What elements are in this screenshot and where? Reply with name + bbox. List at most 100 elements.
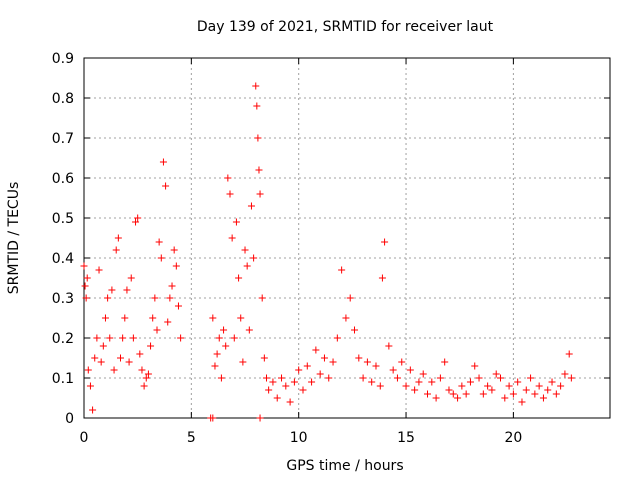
data-point: [449, 390, 457, 398]
data-point: [342, 314, 350, 322]
data-point: [256, 190, 264, 198]
y-tick-label: 0.7: [52, 131, 74, 147]
x-tick-label: 0: [80, 430, 89, 446]
data-point: [299, 386, 307, 394]
data-point: [312, 346, 320, 354]
data-point: [164, 318, 172, 326]
data-point: [278, 374, 286, 382]
y-tick-label: 0.4: [52, 251, 74, 267]
data-point: [527, 374, 535, 382]
data-point: [316, 370, 324, 378]
data-point: [269, 378, 277, 386]
chart-title: Day 139 of 2021, SRMTID for receiver lau…: [197, 19, 494, 35]
data-point: [282, 382, 290, 390]
data-point: [514, 378, 522, 386]
data-point: [428, 378, 436, 386]
data-point: [93, 334, 101, 342]
data-point: [101, 314, 109, 322]
data-point: [241, 246, 249, 254]
data-point: [265, 386, 273, 394]
grid-lines: [84, 58, 610, 418]
data-point: [509, 390, 517, 398]
data-point: [151, 294, 159, 302]
data-point: [142, 374, 150, 382]
data-point: [368, 378, 376, 386]
data-point: [393, 374, 401, 382]
data-point: [454, 394, 462, 402]
data-point: [86, 382, 94, 390]
data-point: [411, 386, 419, 394]
data-point: [140, 382, 148, 390]
y-tick-label: 0.8: [52, 91, 74, 107]
x-tick-label: 10: [290, 430, 308, 446]
data-point: [254, 134, 262, 142]
data-point: [166, 294, 174, 302]
data-point: [239, 358, 247, 366]
data-point: [159, 158, 167, 166]
data-point: [522, 386, 530, 394]
data-point: [308, 378, 316, 386]
data-point: [501, 394, 509, 402]
data-point: [222, 342, 230, 350]
data-point: [346, 294, 354, 302]
data-point: [256, 414, 264, 422]
data-point: [303, 362, 311, 370]
data-point: [273, 394, 281, 402]
data-point: [561, 370, 569, 378]
data-point: [134, 214, 142, 222]
data-point: [172, 262, 180, 270]
data-point: [295, 366, 303, 374]
data-point: [376, 382, 384, 390]
data-point: [91, 354, 99, 362]
data-point: [253, 102, 261, 110]
y-tick-label: 0.5: [52, 211, 74, 227]
data-point: [224, 174, 232, 182]
data-point: [351, 326, 359, 334]
data-point: [247, 202, 255, 210]
data-point: [108, 286, 116, 294]
data-point: [338, 266, 346, 274]
data-point: [531, 390, 539, 398]
data-point: [557, 382, 565, 390]
data-point: [475, 374, 483, 382]
data-point: [329, 358, 337, 366]
data-point: [230, 334, 238, 342]
x-axis-label: GPS time / hours: [286, 458, 403, 474]
data-point: [333, 334, 341, 342]
data-point: [385, 342, 393, 350]
data-point: [389, 366, 397, 374]
data-point: [497, 374, 505, 382]
data-point: [565, 350, 573, 358]
data-point: [359, 374, 367, 382]
data-point: [83, 274, 91, 282]
data-point: [458, 382, 466, 390]
data-point: [286, 398, 294, 406]
data-point: [518, 398, 526, 406]
data-point: [424, 390, 432, 398]
data-point: [99, 342, 107, 350]
data-point: [505, 382, 513, 390]
y-axis-label: SRMTID / TECUs: [6, 182, 22, 295]
x-tick-label: 15: [397, 430, 415, 446]
data-point: [127, 274, 135, 282]
y-tick-label: 0.2: [52, 331, 74, 347]
data-point: [488, 386, 496, 394]
data-point: [484, 382, 492, 390]
data-point: [155, 238, 163, 246]
data-point: [325, 374, 333, 382]
data-point: [84, 366, 92, 374]
data-point: [213, 350, 221, 358]
y-tick-label: 0.3: [52, 291, 74, 307]
data-point: [235, 274, 243, 282]
data-point: [548, 378, 556, 386]
data-point: [168, 282, 176, 290]
data-point: [209, 414, 217, 422]
data-point: [177, 334, 185, 342]
data-point: [250, 254, 258, 262]
data-point: [114, 234, 122, 242]
x-tick-label: 20: [504, 430, 522, 446]
data-point: [132, 218, 140, 226]
data-point: [462, 390, 470, 398]
data-point: [363, 358, 371, 366]
